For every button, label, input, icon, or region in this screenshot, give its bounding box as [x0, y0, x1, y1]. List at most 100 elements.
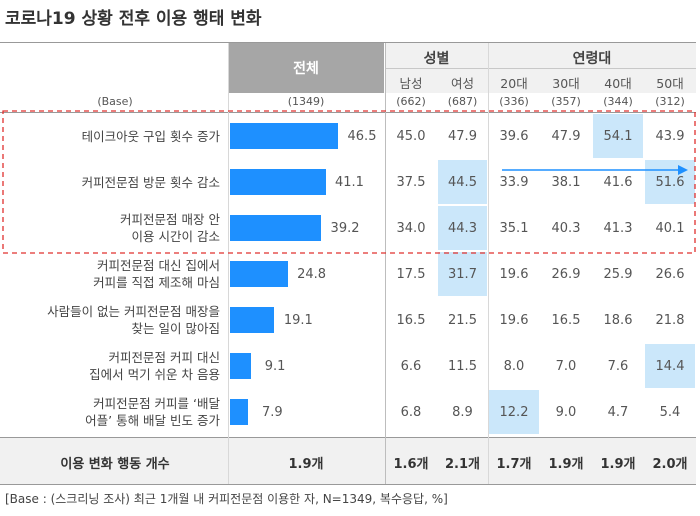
- value-cell: 14.4: [655, 358, 685, 374]
- header-column: 남성: [399, 76, 423, 91]
- value-cell: 44.3: [448, 220, 477, 236]
- header-column: 20대: [500, 76, 528, 91]
- row-label-line: 커피전문점 방문 횟수 감소: [81, 174, 220, 190]
- value-cell: 51.6: [655, 174, 685, 190]
- footer-value: 1.7개: [496, 457, 532, 472]
- divider: [0, 112, 696, 113]
- value-cell: 31.7: [448, 266, 477, 282]
- value-cell: 7.0: [555, 358, 577, 374]
- value-cell: 17.5: [396, 266, 426, 282]
- page-title: 코로나19 상황 전후 이용 행태 변화: [5, 9, 262, 29]
- header-age-group: 연령대: [572, 51, 612, 67]
- row-label-line: 커피전문점 대신 집에서: [97, 258, 220, 273]
- value-cell: 33.9: [499, 174, 529, 190]
- base-value: (312): [655, 95, 685, 108]
- base-total: (1349): [287, 95, 325, 108]
- value-cell: 40.3: [551, 220, 581, 236]
- value-cell: 26.6: [655, 266, 685, 282]
- header-column: 50대: [656, 76, 684, 91]
- highlight-cell: [645, 160, 695, 204]
- divider: [488, 43, 489, 484]
- bar-value-label: 9.1: [264, 358, 286, 374]
- value-cell: 21.8: [655, 312, 685, 328]
- value-cell: 40.1: [655, 220, 685, 236]
- row-label-line: 커피를 직접 제조해 마심: [93, 275, 220, 290]
- value-cell: 54.1: [603, 128, 633, 144]
- row-label-line: 커피전문점 커피를 ‘배달: [93, 396, 220, 411]
- footer-value: 1.9개: [600, 457, 636, 472]
- value-cell: 7.6: [607, 358, 629, 374]
- bar: [230, 169, 326, 195]
- highlight-cell: [438, 252, 487, 296]
- row-label-line: 집에서 먹기 쉬운 차 음용: [89, 367, 220, 382]
- value-cell: 21.5: [448, 312, 477, 328]
- divider: [228, 43, 229, 484]
- footer-value: 1.6개: [393, 457, 429, 472]
- trend-arrow-head: [678, 165, 688, 175]
- base-value: (336): [499, 95, 529, 108]
- value-cell: 41.6: [603, 174, 633, 190]
- value-cell: 45.0: [396, 128, 426, 144]
- footer-value: 2.1개: [445, 457, 480, 472]
- value-cell: 18.6: [603, 312, 633, 328]
- row-label: 커피전문점 방문 횟수 감소: [82, 174, 220, 191]
- divider: [0, 437, 696, 438]
- value-cell: 39.6: [499, 128, 529, 144]
- base-value: (344): [603, 95, 633, 108]
- highlight-cell: [489, 390, 539, 434]
- divider: [385, 68, 696, 69]
- value-cell: 38.1: [551, 174, 581, 190]
- header-gender-group: 성별: [423, 51, 450, 67]
- bar: [230, 123, 338, 149]
- row-label-line: 찾는 일이 많아짐: [131, 321, 220, 336]
- value-cell: 11.5: [448, 358, 477, 374]
- value-cell: 37.5: [396, 174, 426, 190]
- highlight-cell: [593, 114, 643, 158]
- value-cell: 34.0: [396, 220, 426, 236]
- highlight-cell: [645, 344, 695, 388]
- value-cell: 8.0: [503, 358, 525, 374]
- row-label-line: 이용 시간이 감소: [131, 229, 220, 244]
- footer-value: 2.0개: [652, 457, 688, 472]
- row-label-line: 사람들이 없는 커피전문점 매장을: [47, 304, 220, 319]
- highlight-cell: [438, 160, 487, 204]
- value-cell: 47.9: [448, 128, 477, 144]
- footer-value: 1.9개: [548, 457, 584, 472]
- base-label: (Base): [97, 95, 133, 108]
- row-label-line: 커피전문점 매장 안: [120, 212, 220, 227]
- row-label-line: 커피전문점 커피 대신: [108, 350, 220, 365]
- value-cell: 41.3: [603, 220, 633, 236]
- header-column: 여성: [450, 76, 474, 91]
- value-cell: 26.9: [551, 266, 581, 282]
- bar: [230, 215, 321, 241]
- value-cell: 19.6: [499, 312, 529, 328]
- value-cell: 12.2: [499, 404, 529, 420]
- value-cell: 19.6: [499, 266, 529, 282]
- base-value: (357): [551, 95, 581, 108]
- bar: [230, 399, 249, 425]
- row-label-line: 어플’ 통해 배달 빈도 증가: [85, 413, 220, 428]
- divider: [0, 42, 696, 43]
- base-value: (687): [447, 95, 478, 108]
- value-cell: 8.9: [452, 404, 473, 420]
- bar-value-label: 39.2: [330, 220, 360, 236]
- value-cell: 25.9: [603, 266, 633, 282]
- header-column: 40대: [604, 76, 632, 91]
- divider: [385, 43, 386, 484]
- bar: [230, 353, 252, 379]
- row-label-line: 테이크아웃 구입 횟수 증가: [81, 128, 220, 144]
- value-cell: 6.6: [400, 358, 422, 374]
- footer-background: [0, 437, 696, 484]
- base-value: (662): [396, 95, 426, 108]
- highlight-cell: [438, 206, 487, 250]
- bar: [230, 307, 275, 333]
- footer-total: 1.9개: [288, 457, 324, 472]
- bar-value-label: 24.8: [297, 266, 327, 282]
- bar-value-label: 7.9: [262, 404, 283, 420]
- highlight-dashed-box: [2, 110, 696, 254]
